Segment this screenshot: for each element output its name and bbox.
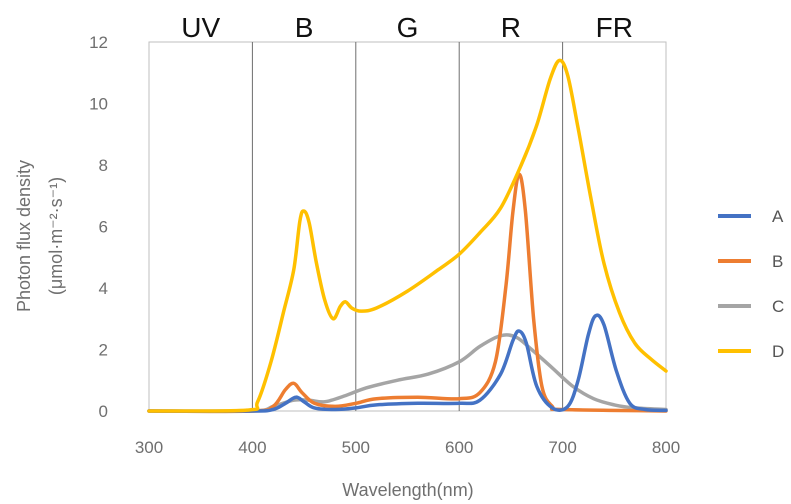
- x-tick-label: 600: [445, 438, 473, 457]
- y-tick-label: 12: [89, 33, 108, 52]
- y-tick-label: 0: [99, 402, 108, 421]
- y-tick-label: 10: [89, 95, 108, 114]
- x-tick-label: 300: [135, 438, 163, 457]
- band-label: UV: [181, 12, 220, 43]
- band-labels: UV B G R FR: [181, 12, 633, 43]
- series-lines: [147, 58, 668, 414]
- x-tick-label: 400: [238, 438, 266, 457]
- plot-border: [148, 41, 667, 412]
- plot-area: [148, 41, 667, 412]
- legend: A B C D: [718, 207, 784, 361]
- band-label: B: [295, 12, 314, 43]
- series-line-d: [147, 58, 668, 413]
- x-axis-title: Wavelength(nm): [342, 480, 473, 500]
- y-tick-label: 4: [99, 279, 108, 298]
- legend-label-b: B: [772, 252, 783, 271]
- legend-label-c: C: [772, 297, 784, 316]
- x-tick-label: 800: [652, 438, 680, 457]
- y-tick-label: 6: [99, 218, 108, 237]
- x-tick-label: 500: [342, 438, 370, 457]
- y-tick-label: 8: [99, 156, 108, 175]
- x-axis-ticks: 300 400 500 600 700 800: [135, 438, 680, 457]
- series-line-c: [147, 333, 668, 414]
- band-label: FR: [596, 12, 633, 43]
- series-line-a: [147, 313, 668, 413]
- band-label: R: [501, 12, 521, 43]
- legend-label-d: D: [772, 342, 784, 361]
- legend-label-a: A: [772, 207, 784, 226]
- series-line-b: [147, 172, 668, 414]
- band-label: G: [397, 12, 419, 43]
- y-axis-title: Photon flux density: [14, 160, 34, 312]
- y-tick-label: 2: [99, 341, 108, 360]
- y-axis-unit: (μmol·m⁻²·s⁻¹): [46, 177, 66, 295]
- y-axis-ticks: 0 2 4 6 8 10 12: [89, 33, 108, 421]
- band-dividers: [251, 42, 564, 411]
- x-tick-label: 700: [548, 438, 576, 457]
